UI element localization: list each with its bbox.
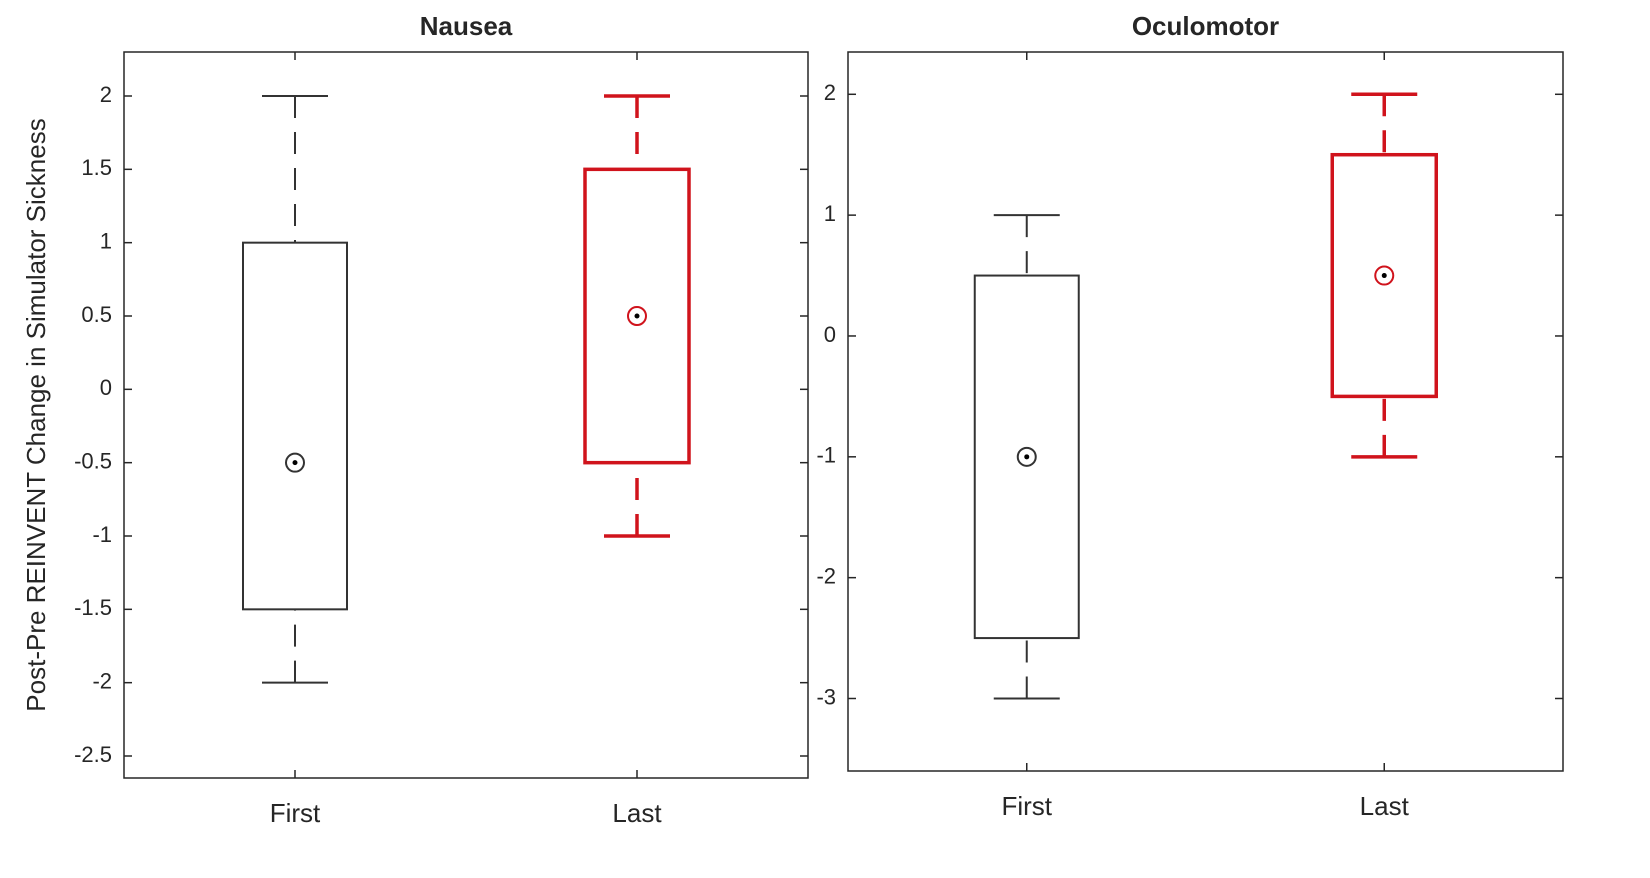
y-tick-label: 1.5	[81, 155, 112, 180]
median-dot	[292, 460, 298, 466]
panel-title: Nausea	[420, 11, 513, 41]
y-tick-label: -2	[816, 563, 836, 588]
y-tick-label: -2.5	[74, 742, 112, 767]
x-tick-label: Last	[612, 798, 662, 828]
panel-title: Oculomotor	[1132, 11, 1279, 41]
y-tick-label: -0.5	[74, 448, 112, 473]
y-tick-label: -1	[816, 443, 836, 468]
x-tick-label: Last	[1360, 791, 1410, 821]
median-dot	[1024, 454, 1030, 460]
y-tick-label: 1	[824, 201, 836, 226]
y-tick-label: 0	[824, 322, 836, 347]
box	[1330, 152, 1438, 399]
x-tick-label: First	[270, 798, 321, 828]
x-tick-label: First	[1001, 791, 1052, 821]
median-dot	[634, 313, 640, 319]
axes-frame	[847, 51, 1564, 772]
y-tick-label: -3	[816, 684, 836, 709]
y-tick-label: 2	[100, 82, 112, 107]
y-tick-label: 2	[824, 80, 836, 105]
y-tick-label: -1.5	[74, 595, 112, 620]
y-tick-label: 0.5	[81, 302, 112, 327]
y-tick-label: -1	[92, 522, 112, 547]
box	[242, 241, 348, 611]
axes-frame	[123, 51, 809, 779]
box	[583, 167, 691, 465]
y-tick-label: 0	[100, 375, 112, 400]
median-dot	[1381, 273, 1387, 279]
y-tick-label: 1	[100, 228, 112, 253]
y-tick-label: -2	[92, 668, 112, 693]
y-axis-label: Post-Pre REINVENT Change in Simulator Si…	[21, 118, 51, 711]
box	[973, 274, 1080, 640]
